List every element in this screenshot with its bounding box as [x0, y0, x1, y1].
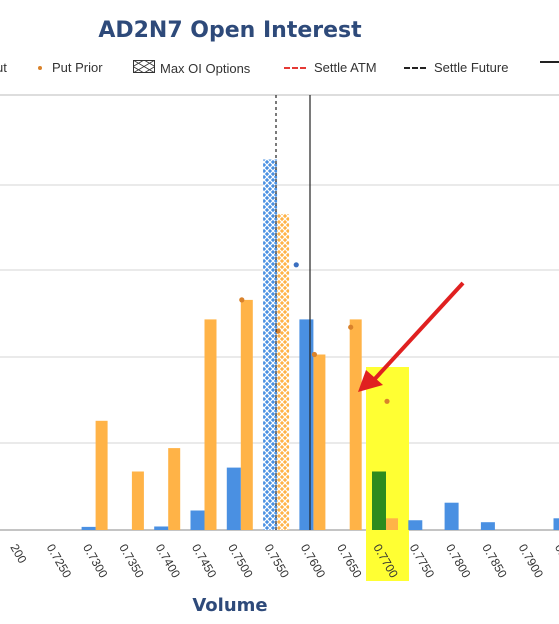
x-tick-label-7: 0.7550	[262, 542, 293, 581]
legend: ut Put Prior Max OI Options Settle ATM Settl…	[0, 59, 559, 82]
x-tick-label-6: 0.7500	[225, 542, 256, 581]
x-tick-label-0: 200	[7, 542, 29, 567]
prior-dot-put-prior-2	[311, 351, 317, 358]
prior-dot-put-prior-4	[384, 398, 390, 404]
legend-label-1: Put Prior	[52, 60, 103, 75]
x-tick-label-2: 0.7300	[80, 542, 111, 581]
put-bar-0.7300	[95, 420, 108, 530]
prior-dot-put-prior-1	[275, 328, 281, 334]
x-tick-label-15: 0.7950	[552, 542, 559, 581]
call-bar-0.7300	[81, 526, 96, 530]
legend-item-3: Settle ATM	[284, 60, 377, 75]
legend-item-2: Max OI Options	[132, 59, 251, 76]
annotation-arrow-head	[358, 370, 383, 392]
put-bar-0.7450	[204, 319, 217, 530]
call-bar-0.7500	[226, 467, 241, 530]
x-tick-label-14: 0.7900	[516, 542, 547, 581]
x-tick-label-9: 0.7650	[334, 542, 365, 581]
x-tick-label-3: 0.7350	[116, 542, 147, 581]
put-bar-0.7350	[131, 471, 144, 530]
legend-item-0: ut	[0, 60, 7, 75]
put-bar-0.7400	[168, 448, 181, 530]
annotation-arrow-shaft	[370, 281, 465, 384]
prior-dot-call-prior-0	[293, 262, 299, 268]
call-bar-0.7550	[263, 159, 278, 530]
x-axis-title: Volume	[192, 595, 268, 616]
legend-solid-line-swatch	[540, 61, 559, 63]
call-bar-0.7850	[480, 522, 495, 530]
call-bar-0.7600	[299, 319, 314, 530]
prior-dot-put-prior-3	[348, 324, 354, 330]
x-tick-label-12: 0.7800	[443, 542, 474, 581]
call-bar-0.7750	[408, 520, 423, 530]
x-tick-label-5: 0.7450	[189, 542, 220, 581]
call-bar-0.7450	[190, 510, 205, 530]
put-bar-0.7700	[386, 518, 398, 530]
put-bar-0.7500	[240, 299, 253, 530]
put-bar-0.7600	[313, 354, 326, 530]
call-bar-0.7700	[372, 471, 386, 530]
legend-label-3: Settle ATM	[314, 60, 377, 75]
x-tick-label-1: 0.7250	[44, 542, 75, 581]
chart-title: AD2N7 Open Interest	[98, 18, 362, 43]
legend-label-4: Settle Future	[434, 60, 509, 75]
put-bar-0.7550	[277, 214, 290, 530]
put-bar-0.7650	[349, 319, 362, 530]
x-tick-label-11: 0.7750	[407, 542, 438, 581]
legend-label-2: Max OI Options	[160, 60, 251, 76]
call-bar-0.7400	[154, 526, 169, 530]
x-tick-label-8: 0.7600	[298, 542, 329, 581]
x-tick-label-4: 0.7400	[153, 542, 184, 581]
legend-item-1: Put Prior	[36, 60, 103, 75]
legend-swatch-4	[404, 66, 426, 69]
legend-swatch-2	[132, 59, 156, 76]
x-tick-label-13: 0.7850	[479, 542, 510, 581]
call-bar-0.7800	[444, 502, 459, 530]
legend-item-partial-solid	[540, 60, 559, 63]
legend-swatch-1	[38, 65, 42, 70]
legend-swatch-3	[284, 66, 306, 69]
call-bar-0.7950	[553, 518, 559, 530]
legend-label-0: ut	[0, 60, 7, 75]
prior-dot-put-prior-0	[239, 297, 245, 303]
legend-item-4: Settle Future	[404, 60, 508, 75]
